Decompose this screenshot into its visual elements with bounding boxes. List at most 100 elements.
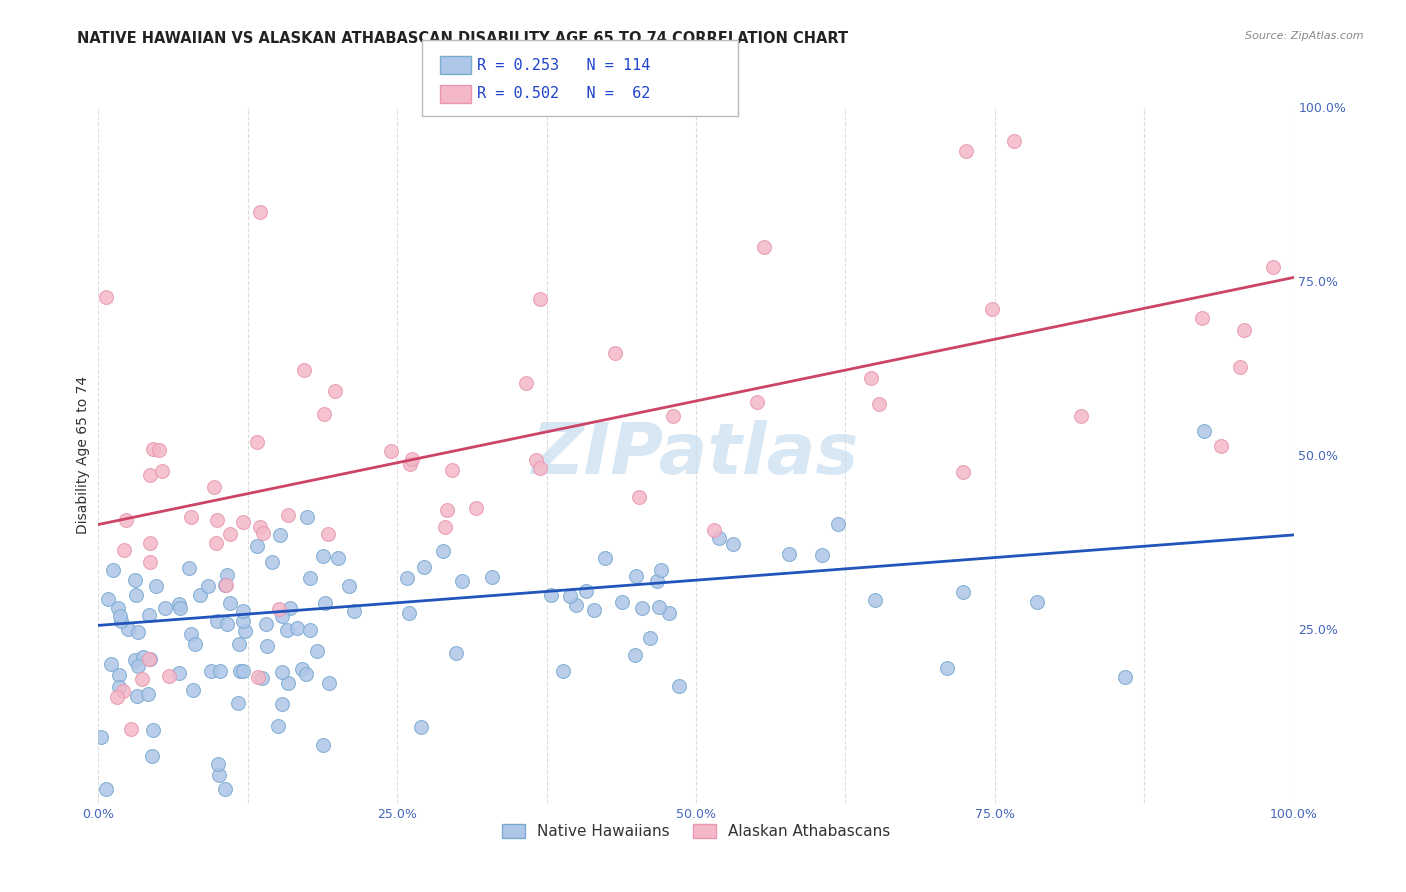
Point (205, 513, 228, 527)
Point (260, 555, 283, 569)
Point (215, 616, 238, 631)
Point (103, 563, 125, 577)
Point (139, 536, 162, 550)
Point (108, 609, 131, 624)
Point (1192, 425, 1215, 439)
Text: ZIPatlas: ZIPatlas (533, 420, 859, 490)
Point (108, 680, 131, 694)
Point (254, 616, 277, 631)
Point (295, 666, 318, 681)
Point (650, 563, 672, 577)
Point (1025, 594, 1047, 608)
Point (1114, 670, 1136, 684)
Point (181, 683, 204, 698)
Point (297, 510, 319, 524)
Point (246, 540, 269, 554)
Point (560, 589, 582, 603)
Point (981, 301, 1004, 316)
Point (811, 548, 834, 562)
Point (232, 516, 254, 530)
Point (955, 144, 977, 158)
Point (312, 738, 335, 752)
Point (441, 463, 464, 477)
Point (112, 542, 135, 557)
Point (624, 569, 647, 583)
Point (575, 584, 598, 599)
Point (593, 551, 616, 566)
Point (1191, 310, 1213, 325)
Point (215, 577, 238, 591)
Point (605, 346, 627, 360)
Point (277, 676, 299, 690)
Point (540, 588, 562, 602)
Point (127, 625, 149, 640)
Point (256, 640, 278, 654)
Point (208, 664, 231, 678)
Point (380, 444, 402, 458)
Point (703, 523, 725, 537)
Point (343, 604, 366, 618)
Point (252, 526, 274, 541)
Point (205, 536, 228, 550)
Point (583, 603, 606, 617)
Point (337, 579, 360, 593)
Point (267, 719, 290, 733)
Point (444, 646, 467, 660)
Point (432, 543, 454, 558)
Point (291, 662, 314, 676)
Point (139, 555, 162, 569)
Point (529, 292, 551, 306)
Point (231, 614, 253, 628)
Point (551, 664, 574, 678)
Point (936, 661, 959, 675)
Point (229, 664, 252, 678)
Point (215, 567, 238, 582)
Point (197, 579, 219, 593)
Point (139, 651, 162, 665)
Point (94, 781, 117, 796)
Point (312, 407, 335, 421)
Point (190, 588, 212, 602)
Point (271, 698, 294, 712)
Point (127, 689, 149, 703)
Point (138, 651, 160, 665)
Point (270, 665, 292, 680)
Point (1002, 134, 1025, 148)
Point (250, 671, 273, 685)
Point (246, 435, 269, 450)
Point (285, 621, 308, 635)
Point (312, 549, 335, 563)
Point (159, 669, 181, 683)
Point (180, 626, 202, 640)
Point (167, 666, 190, 681)
Point (779, 547, 801, 561)
Point (131, 649, 153, 664)
Point (214, 781, 236, 796)
Text: R = 0.502   N =  62: R = 0.502 N = 62 (477, 87, 650, 101)
Point (214, 578, 236, 592)
Point (100, 657, 122, 672)
Point (318, 527, 340, 541)
Point (153, 601, 176, 615)
Point (398, 606, 420, 620)
Point (202, 480, 225, 494)
Point (120, 722, 142, 736)
Point (314, 596, 336, 610)
Point (481, 570, 503, 584)
Point (952, 584, 974, 599)
Point (292, 363, 315, 377)
Point (318, 676, 340, 690)
Point (148, 443, 170, 458)
Point (218, 527, 240, 541)
Point (631, 601, 654, 615)
Point (232, 665, 254, 679)
Point (661, 409, 683, 424)
Point (90, 731, 112, 745)
Point (167, 597, 190, 611)
Text: R = 0.253   N = 114: R = 0.253 N = 114 (477, 58, 650, 72)
Point (1233, 323, 1256, 337)
Point (298, 623, 321, 637)
Point (952, 465, 974, 479)
Point (228, 637, 250, 651)
Point (433, 520, 456, 534)
